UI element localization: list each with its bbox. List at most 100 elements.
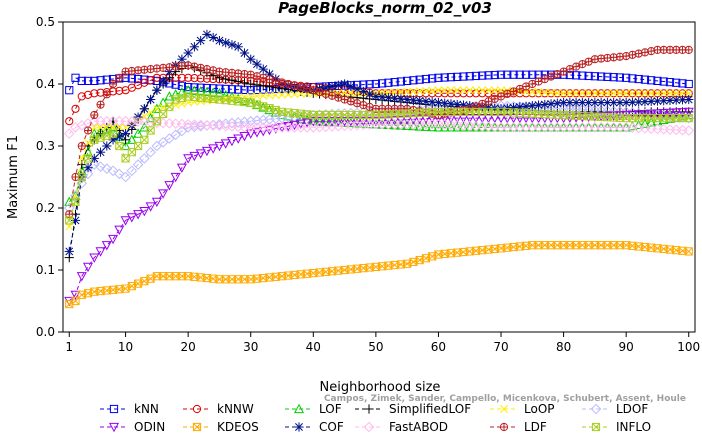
data-point-cof	[546, 99, 556, 109]
data-point-lof	[195, 86, 206, 96]
data-point-loop	[490, 86, 499, 95]
data-point-loop	[684, 89, 693, 98]
data-point-loop	[584, 89, 593, 98]
legend-marker-fastabod	[363, 421, 375, 433]
data-point-ldof	[164, 133, 175, 144]
data-point-knn	[634, 74, 643, 84]
y-tick-label: 0.4	[36, 77, 55, 91]
data-point-loop	[290, 90, 299, 99]
data-point-ldof	[95, 161, 106, 172]
data-point-odin	[458, 114, 469, 124]
data-point-cof	[415, 96, 425, 106]
data-point-lof	[151, 103, 162, 113]
data-point-knn	[446, 73, 456, 82]
legend-marker-ldf	[499, 422, 509, 432]
y-tick-label: 0.2	[36, 201, 55, 215]
data-point-odin	[533, 114, 544, 124]
data-point-cof	[189, 42, 200, 52]
data-point-inflo	[146, 126, 155, 135]
legend-label: LDOF	[616, 402, 648, 416]
data-point-knn	[490, 70, 499, 80]
legend-marker-knnw	[192, 404, 202, 414]
data-point-knn	[640, 75, 650, 84]
data-point-odin	[477, 114, 488, 124]
data-point-lof	[214, 88, 225, 98]
legend-marker-kdeos	[192, 422, 202, 432]
data-point-cof	[321, 83, 331, 93]
data-point-ldof	[120, 171, 131, 183]
legend-label: SimplifiedLOF	[389, 402, 471, 416]
data-point-odin	[208, 144, 219, 154]
data-point-kdeos	[403, 259, 412, 268]
data-point-loop	[528, 87, 537, 96]
data-point-odin	[383, 116, 394, 126]
data-point-odin	[176, 163, 187, 173]
data-point-cof	[146, 94, 156, 105]
data-point-cof	[390, 93, 400, 103]
legend-item-simplifiedlof: SimplifiedLOF	[355, 402, 471, 416]
data-point-ldf	[365, 102, 374, 112]
data-point-lof	[201, 86, 212, 97]
data-point-ldf	[309, 86, 318, 95]
data-point-odin	[602, 111, 613, 122]
data-point-ldf	[246, 70, 255, 79]
data-point-ldf	[77, 141, 86, 151]
data-point-knn	[209, 84, 218, 93]
data-point-ldf	[346, 97, 355, 106]
data-point-cof	[246, 54, 256, 64]
data-point-loop	[672, 89, 681, 98]
data-point-odin	[95, 247, 106, 257]
data-point-loop	[547, 88, 556, 97]
data-point-loop	[346, 89, 355, 98]
data-point-odin	[527, 114, 538, 124]
data-point-odin	[583, 112, 594, 123]
data-point-loop	[634, 89, 643, 98]
data-point-loop	[271, 91, 280, 100]
data-point-lof	[176, 87, 187, 97]
data-point-cof	[95, 147, 106, 157]
data-point-knn	[184, 83, 193, 92]
data-point-ldf	[96, 100, 105, 109]
data-point-lof	[158, 97, 169, 107]
data-point-odin	[521, 114, 532, 124]
data-point-knnw	[528, 89, 537, 98]
data-point-loop	[259, 91, 268, 100]
data-point-loop	[340, 89, 349, 98]
x-axis-label: Neighborhood size	[320, 380, 441, 395]
data-point-ldof	[620, 106, 632, 118]
data-point-simplifiedlof	[252, 80, 262, 90]
data-point-lof	[164, 91, 175, 101]
data-point-ldf	[102, 90, 111, 99]
data-point-loop	[553, 89, 562, 97]
data-point-cof	[540, 99, 550, 110]
legend-label: FastABOD	[389, 420, 448, 434]
data-point-odin	[658, 109, 669, 119]
data-point-ldf	[684, 45, 693, 55]
data-point-cof	[584, 98, 594, 108]
data-point-odin	[133, 210, 144, 220]
y-axis-label: Maximum F1	[6, 135, 21, 219]
data-point-loop	[96, 123, 105, 132]
data-point-cof	[565, 98, 575, 108]
data-point-knnw	[540, 89, 549, 98]
data-point-odin	[164, 181, 175, 191]
data-point-odin	[508, 114, 519, 124]
data-point-inflo	[152, 117, 161, 126]
data-point-ldf	[202, 65, 212, 74]
data-point-odin	[158, 189, 169, 199]
data-point-odin	[683, 107, 694, 118]
data-point-ldf	[265, 75, 274, 84]
data-point-inflo	[71, 197, 80, 206]
data-point-ldf	[359, 100, 368, 110]
data-point-loop	[415, 87, 424, 96]
data-point-knn	[77, 76, 86, 86]
data-point-odin	[76, 272, 87, 282]
data-point-knnw	[534, 89, 543, 98]
data-point-knn	[409, 76, 418, 85]
series-inflo	[65, 92, 693, 225]
data-point-odin	[495, 114, 507, 124]
data-point-odin	[201, 146, 212, 157]
data-point-cof	[233, 42, 243, 52]
data-point-knn	[190, 83, 199, 92]
data-point-cof	[396, 94, 406, 104]
